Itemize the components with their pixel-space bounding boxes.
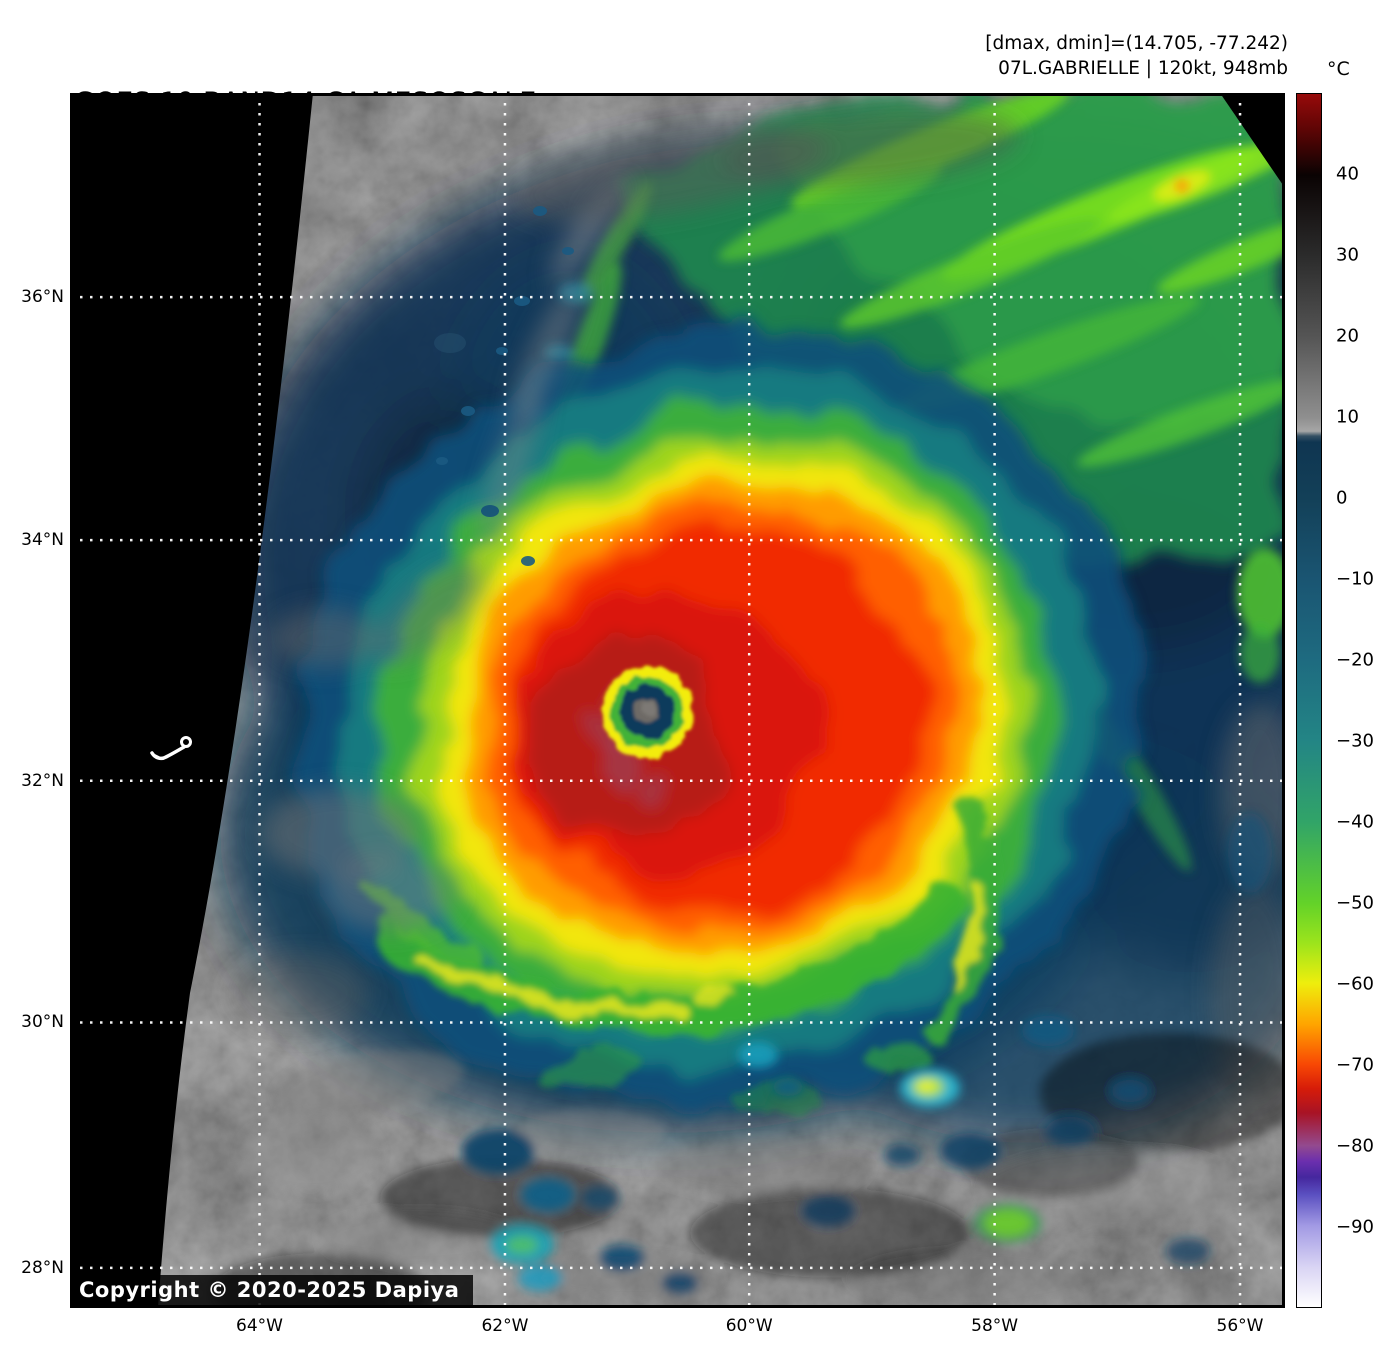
dmax-dmin-readout: [dmax, dmin]=(14.705, -77.242) bbox=[985, 33, 1288, 54]
colorbar-tick-label: −20 bbox=[1336, 649, 1374, 671]
colorbar-tick-label: −90 bbox=[1336, 1216, 1374, 1238]
latitude-tick-label: 32°N bbox=[21, 770, 64, 791]
map-border bbox=[70, 93, 1285, 1308]
no-data-wedge-west bbox=[70, 93, 313, 1308]
colorbar-tick-label: 20 bbox=[1336, 325, 1359, 347]
colorbar-tick-label: −50 bbox=[1336, 892, 1374, 914]
colorbar-tick-label: 10 bbox=[1336, 406, 1359, 428]
info-block: [dmax, dmin]=(14.705, -77.242) 07L.GABRI… bbox=[985, 31, 1288, 81]
colorbar-tick-label: −40 bbox=[1336, 811, 1374, 833]
hurricane-eye bbox=[601, 666, 693, 758]
copyright-watermark: Copyright © 2020-2025 Dapiya bbox=[70, 1275, 474, 1308]
longitude-tick-label: 60°W bbox=[725, 1316, 773, 1336]
hurricane-cdo bbox=[294, 328, 1146, 1108]
colorbar-tick-label: −70 bbox=[1336, 1054, 1374, 1076]
latitude-tick-label: 34°N bbox=[21, 530, 64, 551]
latitude-tick-label: 36°N bbox=[21, 287, 64, 308]
longitude-tick-label: 62°W bbox=[481, 1316, 529, 1336]
warm-spot-fleck bbox=[1175, 179, 1189, 193]
no-data-corner-northeast bbox=[1220, 93, 1285, 188]
colorbar-tick-label: 0 bbox=[1336, 487, 1348, 509]
bermuda-coastline bbox=[150, 736, 192, 761]
colorbar-tick-label: 30 bbox=[1336, 244, 1359, 266]
latitude-tick-label: 30°N bbox=[21, 1012, 64, 1033]
colorbar-tick-label: −30 bbox=[1336, 730, 1374, 752]
latitude-tick-label: 28°N bbox=[21, 1257, 64, 1278]
storm-intensity-readout: 07L.GABRIELLE | 120kt, 948mb bbox=[998, 58, 1288, 79]
satellite-imagery bbox=[70, 93, 1285, 1308]
temperature-colorbar bbox=[1296, 93, 1322, 1308]
graticule bbox=[70, 93, 1285, 1308]
longitude-tick-label: 58°W bbox=[971, 1316, 1019, 1336]
scattered-convection bbox=[210, 813, 1285, 1308]
longitude-tick-label: 64°W bbox=[236, 1316, 284, 1336]
colorbar-unit-label: °C bbox=[1327, 58, 1350, 80]
northwest-convective-dots bbox=[434, 206, 574, 566]
colorbar-tick-label: −60 bbox=[1336, 973, 1374, 995]
colorbar-tick-label: 40 bbox=[1336, 163, 1359, 185]
longitude-tick-label: 56°W bbox=[1216, 1316, 1264, 1336]
colorbar-tick-label: −10 bbox=[1336, 568, 1374, 590]
satellite-map: Copyright © 2020-2025 Dapiya bbox=[70, 93, 1285, 1308]
northwest-cloud-wisps bbox=[230, 109, 1285, 1103]
colorbar-tick-label: −80 bbox=[1336, 1135, 1374, 1157]
